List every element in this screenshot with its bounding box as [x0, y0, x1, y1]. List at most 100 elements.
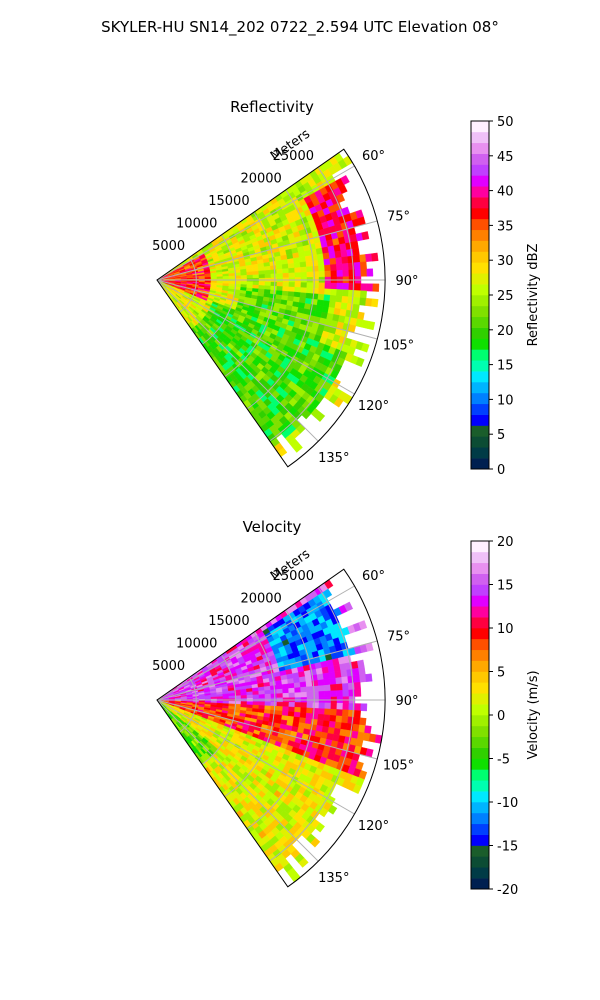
velocity-cell	[317, 713, 325, 721]
velocity-cell	[348, 709, 355, 718]
reflectivity-cell	[316, 253, 324, 261]
reflectivity-colorbar-swatch	[471, 164, 489, 176]
reflectivity-cell	[257, 266, 265, 272]
velocity-cell	[303, 669, 312, 677]
reflectivity-cell	[351, 240, 359, 250]
velocity-cell	[287, 678, 295, 685]
velocity-cell	[336, 709, 343, 717]
reflectivity-azimuth-tick-label: 120°	[358, 399, 389, 414]
reflectivity-cell	[353, 254, 361, 263]
reflectivity-cell	[276, 286, 284, 292]
reflectivity-cell	[329, 257, 337, 266]
velocity-colorbar-tick-label: -10	[497, 796, 518, 811]
velocity-cell	[359, 674, 367, 683]
velocity-cell	[348, 703, 356, 711]
velocity-cell	[324, 690, 332, 698]
reflectivity-colorbar-swatch	[471, 327, 489, 339]
velocity-colorbar-swatch	[471, 878, 489, 890]
velocity-cell	[318, 685, 326, 692]
velocity-cell	[322, 672, 330, 680]
reflectivity-cell	[294, 286, 302, 293]
velocity-azimuth-spoke	[156, 699, 355, 815]
reflectivity-cell	[357, 311, 365, 321]
reflectivity-cell	[288, 267, 296, 274]
figure-suptitle: SKYLER-HU SN14_202 0722_2.594 UTC Elevat…	[101, 18, 499, 37]
velocity-cell	[276, 693, 284, 699]
velocity-cell	[263, 685, 271, 691]
reflectivity-cell	[303, 249, 312, 257]
velocity-colorbar-label: Velocity (m/s)	[526, 670, 541, 759]
velocity-range-ring	[246, 609, 315, 830]
reflectivity-cell	[328, 300, 336, 309]
reflectivity-colorbar-swatch	[471, 414, 489, 426]
reflectivity-cell	[288, 286, 296, 293]
reflectivity-azimuth-spoke	[156, 279, 355, 395]
velocity-cell	[282, 688, 290, 694]
velocity-range-tick-label: 15000	[208, 614, 249, 629]
reflectivity-cell	[324, 264, 332, 272]
reflectivity-cell	[366, 268, 374, 277]
reflectivity-colorbar-swatch	[471, 284, 489, 296]
velocity-colorbar-swatch	[471, 628, 489, 640]
reflectivity-cell	[300, 271, 308, 278]
velocity-cell	[336, 690, 344, 698]
reflectivity-cell	[318, 288, 326, 295]
reflectivity-colorbar-swatch	[471, 131, 489, 144]
reflectivity-azimuth-tick-label: 75°	[387, 209, 410, 224]
reflectivity-cell	[306, 287, 314, 294]
velocity-cell	[294, 706, 302, 713]
reflectivity-range-tick-label: 15000	[208, 194, 249, 209]
velocity-cell	[335, 677, 343, 685]
velocity-cell	[316, 673, 324, 681]
velocity-colorbar-swatch	[471, 845, 489, 857]
velocity-cell	[281, 683, 289, 690]
reflectivity-data-layer	[156, 152, 380, 458]
reflectivity-colorbar-swatch	[471, 295, 489, 307]
reflectivity-cell	[263, 265, 271, 271]
velocity-colorbar-tick-label: 20	[497, 535, 514, 550]
velocity-cell	[306, 686, 314, 693]
velocity-colorbar: -20 -15 -10 -5 0 5 10 15 20 Velocity (m/s)	[470, 535, 541, 898]
reflectivity-cell	[305, 292, 313, 300]
reflectivity-cell	[294, 282, 302, 288]
reflectivity-cell	[336, 282, 344, 290]
reflectivity-colorbar-swatch	[471, 240, 489, 252]
reflectivity-colorbar-swatch	[471, 153, 489, 165]
velocity-cell	[324, 708, 332, 716]
velocity-azimuth-tick-label: 105°	[383, 759, 414, 774]
reflectivity-cell	[342, 282, 350, 291]
velocity-cell	[240, 701, 248, 705]
velocity-azimuth-spoke	[156, 699, 319, 862]
velocity-cell	[323, 678, 331, 686]
reflectivity-colorbar-swatch	[471, 371, 489, 383]
velocity-cell	[294, 702, 302, 708]
reflectivity-colorbar-tick-label: 25	[497, 289, 514, 304]
velocity-cell	[360, 703, 368, 712]
reflectivity-colorbar-swatch	[471, 197, 489, 209]
reflectivity-cell	[361, 231, 370, 241]
reflectivity-cell	[371, 252, 379, 262]
velocity-colorbar-swatch	[471, 584, 489, 596]
reflectivity-colorbar-tick-label: 15	[497, 359, 514, 374]
reflectivity-cell	[240, 271, 248, 276]
reflectivity-cell	[336, 289, 343, 297]
reflectivity-cell	[264, 281, 272, 287]
velocity-cell	[341, 676, 349, 685]
velocity-cell	[341, 715, 349, 724]
velocity-cell	[323, 714, 331, 722]
reflectivity-colorbar-tick-label: 45	[497, 150, 514, 165]
velocity-colorbar-swatch	[471, 747, 489, 759]
velocity-azimuth-spoke	[156, 699, 378, 760]
reflectivity-colorbar-tick-label: 40	[497, 185, 514, 200]
velocity-colorbar-swatch	[471, 715, 489, 727]
reflectivity-colorbar-swatch	[471, 142, 489, 154]
reflectivity-cell	[366, 283, 374, 292]
reflectivity-cell	[329, 294, 337, 303]
reflectivity-cell	[340, 175, 350, 185]
reflectivity-cell	[270, 281, 278, 287]
velocity-cell	[322, 720, 330, 728]
velocity-cell	[342, 683, 349, 691]
reflectivity-cell	[359, 297, 367, 306]
reflectivity-cell	[334, 301, 342, 310]
